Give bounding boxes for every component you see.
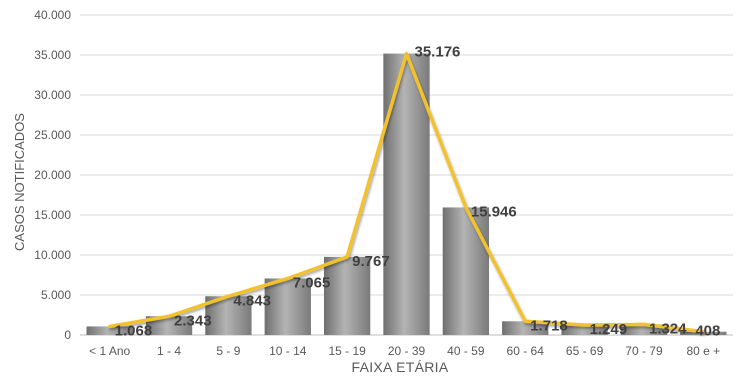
- x-tick-label: 80 e +: [686, 344, 720, 358]
- bar: [442, 207, 490, 335]
- x-tick-label: < 1 Ano: [89, 344, 130, 358]
- x-tick-label: 15 - 19: [328, 344, 366, 358]
- data-label: 1.249: [590, 321, 628, 338]
- data-label: 15.946: [471, 203, 517, 220]
- y-tick-label: 20.000: [34, 168, 71, 182]
- x-axis-title: FAIXA ETÁRIA: [352, 359, 449, 375]
- y-tick-label: 30.000: [34, 88, 71, 102]
- bar: [561, 325, 608, 335]
- y-axis-title: CASOS NOTIFICADOS: [12, 113, 27, 251]
- bar: [620, 324, 668, 335]
- x-tick-label: 10 - 14: [269, 344, 307, 358]
- bar: [502, 321, 549, 335]
- bars: [86, 53, 727, 335]
- data-label: 2.343: [174, 312, 212, 329]
- y-tick-label: 25.000: [34, 128, 71, 142]
- data-label: 7.065: [293, 274, 331, 291]
- y-tick-label: 10.000: [34, 248, 71, 262]
- x-tick-label: 20 - 39: [388, 344, 426, 358]
- data-label: 4.843: [233, 292, 271, 309]
- x-axis-ticks: < 1 Ano 1 - 4 5 - 9 10 - 14 15 - 19 20 - 39 40…: [89, 344, 720, 358]
- y-tick-label: 0: [64, 328, 71, 342]
- y-tick-label: 5.000: [41, 288, 71, 302]
- data-label: 1.718: [530, 317, 568, 334]
- y-axis-ticks: 0 5.000 10.000 15.000 20.000 25.000 30.000 35.0…: [34, 8, 71, 342]
- trend-line-path: [107, 51, 706, 334]
- data-label: 408: [695, 323, 720, 340]
- y-tick-label: 40.000: [34, 8, 71, 22]
- x-tick-label: 5 - 9: [216, 344, 240, 358]
- x-tick-label: 65 - 69: [566, 344, 604, 358]
- x-tick-label: 1 - 4: [157, 344, 181, 358]
- y-tick-label: 15.000: [34, 208, 71, 222]
- data-label: 9.767: [352, 253, 390, 270]
- bar: [86, 326, 133, 335]
- x-tick-label: 70 - 79: [625, 344, 663, 358]
- x-tick-label: 60 - 64: [507, 344, 545, 358]
- data-labels: 1.068 2.343 4.843 7.065 9.767 35.176 15.946 1.7…: [115, 44, 721, 340]
- data-label: 35.176: [415, 44, 461, 61]
- bar: [264, 278, 311, 335]
- bar: [145, 316, 193, 335]
- bar: [323, 256, 371, 335]
- y-tick-label: 35.000: [34, 48, 71, 62]
- x-tick-label: 40 - 59: [447, 344, 485, 358]
- data-label: 1.068: [115, 322, 153, 339]
- trend-line: [107, 51, 706, 334]
- data-label: 1.324: [649, 320, 687, 337]
